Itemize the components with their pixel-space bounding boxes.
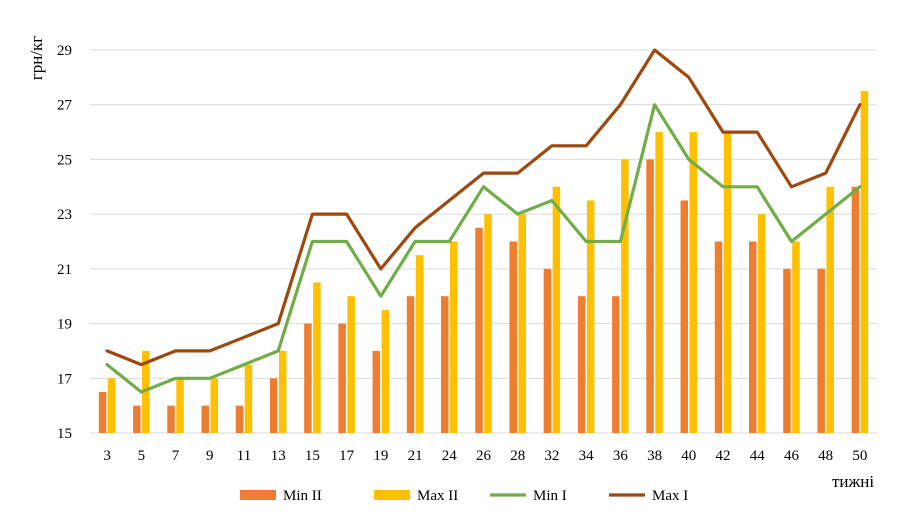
x-tick-label: 34 (579, 448, 595, 464)
bar-min-ii (475, 227, 483, 433)
x-tick-label: 32 (544, 448, 559, 464)
bar-max-ii (723, 132, 732, 434)
x-tick-label: 48 (818, 448, 833, 464)
x-tick-label: 11 (237, 448, 251, 464)
bar-min-ii (509, 241, 517, 433)
legend-swatch-min-ii (240, 490, 276, 500)
bar-max-ii (757, 214, 766, 433)
x-tick-label: 9 (206, 448, 214, 464)
x-tick-label: 3 (103, 448, 111, 464)
y-tick-label: 29 (57, 43, 72, 59)
x-tick-label: 5 (138, 448, 146, 464)
bar-max-ii (176, 378, 184, 433)
bar-max-ii (860, 91, 869, 434)
y-axis-label: грн/кг (27, 36, 46, 81)
bar-min-ii (133, 405, 141, 433)
bar-min-ii (646, 159, 654, 433)
legend: Min II Max II Min I Max I (240, 488, 688, 504)
bar-min-ii (269, 378, 278, 433)
legend-label-min-ii: Min II (283, 488, 322, 504)
y-tick-label: 25 (57, 152, 72, 168)
bar-min-ii (543, 268, 552, 433)
bar-max-ii (381, 309, 390, 433)
bar-max-ii (518, 214, 526, 433)
x-tick-label: 36 (613, 448, 629, 464)
line-min-i (105, 103, 862, 394)
bar-max-ii (415, 255, 424, 433)
bar-min-ii (304, 323, 312, 433)
bar-min-ii (98, 391, 107, 433)
x-tick-label: 17 (339, 448, 355, 464)
y-tick-label: 21 (57, 262, 72, 278)
bar-max-ii (621, 159, 629, 433)
bar-min-ii (783, 268, 791, 433)
y-tick-label: 27 (57, 98, 73, 114)
bar-max-ii (107, 378, 116, 433)
bar-min-ii (851, 186, 860, 433)
bar-max-ii (484, 214, 492, 433)
bar-min-ii (235, 405, 244, 433)
x-tick-label: 50 (852, 448, 867, 464)
bar-min-ii (817, 268, 825, 433)
bar-max-ii (792, 241, 800, 433)
bar-min-ii (680, 200, 689, 433)
bar-min-ii (748, 241, 757, 433)
x-tick-label: 42 (716, 448, 731, 464)
legend-swatch-max-ii (374, 490, 410, 500)
bar-max-ii (313, 282, 321, 433)
x-tick-label: 7 (172, 448, 180, 464)
bar-min-ii (167, 405, 175, 433)
bar-max-ii (210, 378, 219, 433)
x-tick-label: 40 (681, 448, 696, 464)
x-tick-label: 13 (271, 448, 286, 464)
bar-min-ii (406, 296, 415, 433)
bar-max-ii (655, 132, 663, 434)
x-tick-label: 38 (647, 448, 662, 464)
bar-min-ii (577, 296, 586, 433)
bar-min-ii (338, 323, 346, 433)
bar-max-ii (278, 350, 287, 433)
x-axis-label: тижні (832, 472, 874, 491)
bar-max-ii (347, 296, 355, 433)
y-axis-ticks: 15 17 19 21 23 25 27 29 (57, 43, 73, 442)
y-tick-label: 17 (57, 371, 73, 387)
x-axis-ticks: 3 5 7 9 11 13 15 17 19 21 24 26 28 32 34 36 38 40 42 44 46 48… (103, 448, 867, 464)
line-max-i (105, 48, 862, 367)
bar-max-ii (244, 364, 253, 433)
x-tick-label: 24 (442, 448, 458, 464)
x-tick-label: 15 (305, 448, 320, 464)
bar-min-ii (372, 350, 381, 433)
bar-max-ii (689, 132, 698, 434)
y-tick-label: 19 (57, 317, 72, 333)
x-tick-label: 46 (784, 448, 800, 464)
x-tick-label: 19 (373, 448, 388, 464)
bar-max-ii (450, 241, 458, 433)
bar-min-ii (201, 405, 210, 433)
bar-min-ii (441, 296, 449, 433)
bar-max-ii (552, 186, 561, 433)
x-tick-label: 44 (750, 448, 766, 464)
legend-label-max-ii: Max II (417, 488, 458, 504)
bar-max-ii (826, 186, 834, 433)
gridlines (90, 49, 877, 434)
bar-min-ii (714, 241, 723, 433)
bar-min-ii (612, 296, 620, 433)
x-tick-label: 28 (510, 448, 525, 464)
bar-max-ii (586, 200, 595, 433)
y-tick-label: 15 (57, 426, 72, 442)
y-tick-label: 23 (57, 207, 72, 223)
bar-max-ii (142, 350, 150, 433)
legend-label-max-i: Max I (652, 488, 688, 504)
legend-label-min-i: Min I (533, 488, 567, 504)
line-series (105, 48, 862, 394)
bar-series (98, 91, 869, 434)
x-tick-label: 21 (408, 448, 423, 464)
x-tick-label: 26 (476, 448, 492, 464)
